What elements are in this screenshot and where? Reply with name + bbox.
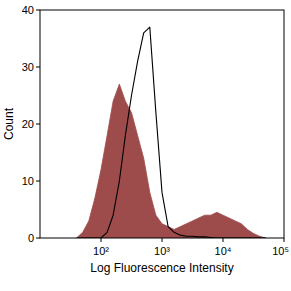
x-tick-label: 10³ bbox=[154, 245, 170, 257]
area-series bbox=[77, 84, 266, 238]
y-tick-label: 20 bbox=[22, 118, 34, 130]
y-tick-label: 0 bbox=[28, 232, 34, 244]
x-tick-label: 10² bbox=[93, 245, 109, 257]
y-tick-label: 10 bbox=[22, 175, 34, 187]
y-tick bbox=[36, 10, 40, 11]
y-tick bbox=[36, 238, 40, 239]
line-series bbox=[77, 27, 266, 238]
y-tick-label: 40 bbox=[22, 4, 34, 16]
plot-area bbox=[77, 27, 266, 238]
x-axis-label: Log Fluorescence Intensity bbox=[90, 261, 233, 275]
x-tick bbox=[162, 238, 163, 242]
y-axis-label: Count bbox=[2, 107, 16, 140]
y-tick-label: 30 bbox=[22, 61, 34, 73]
plot-frame bbox=[40, 10, 284, 238]
x-tick bbox=[284, 238, 285, 242]
y-tick bbox=[36, 67, 40, 68]
x-tick-label: 10⁵ bbox=[272, 245, 289, 257]
x-tick-label: 10⁴ bbox=[215, 245, 232, 257]
x-tick bbox=[101, 238, 102, 242]
chart: 0 10 20 30 40 10² 10³ 10⁴ 10⁵ Log Fluorescence In… bbox=[0, 0, 291, 291]
x-tick bbox=[223, 238, 224, 242]
y-tick bbox=[36, 181, 40, 182]
y-tick bbox=[36, 124, 40, 125]
